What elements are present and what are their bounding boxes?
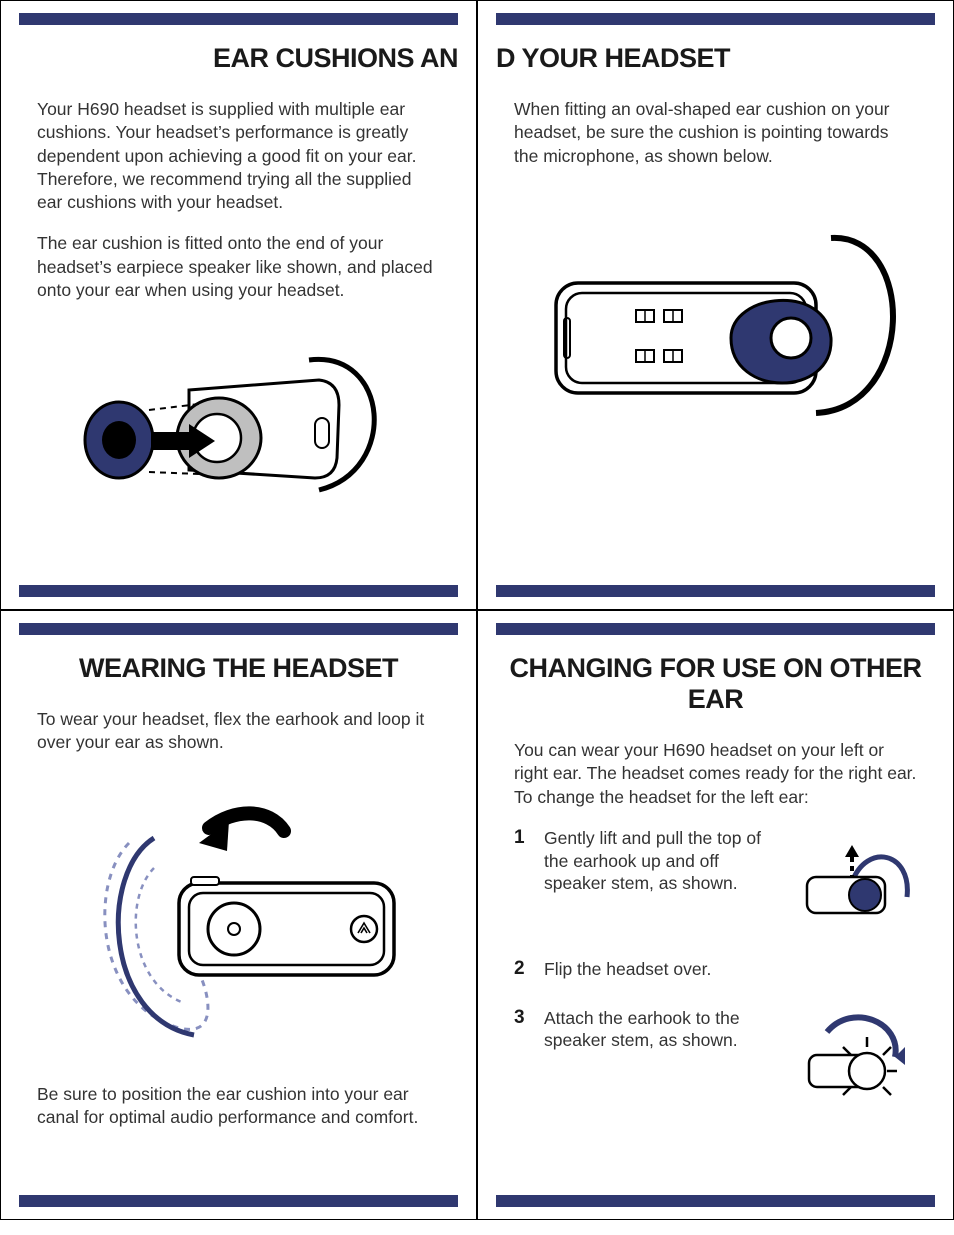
panel-title: CHANGING FOR USE ON OTHER EAR [496,653,935,715]
bottom-bar [19,585,458,597]
step-text: Flip the headset over. [544,958,785,981]
bottom-bar [496,1195,935,1207]
top-bar [496,13,935,25]
body-paragraph-1: Your H690 headset is supplied with multi… [37,98,440,214]
step-2: 2 Flip the headset over. [514,958,917,981]
step-illustration-3 [797,1007,917,1112]
panel-ear-cushions-right: D YOUR HEADSET When fitting an oval-shap… [477,0,954,610]
body-paragraph-1: When fitting an oval-shaped ear cushion … [514,98,917,168]
panel-changing-ear: CHANGING FOR USE ON OTHER EAR You can we… [477,610,954,1220]
bottom-bar [496,585,935,597]
manual-grid: EAR CUSHIONS AN Your H690 headset is sup… [0,0,954,1220]
body-paragraph-1: You can wear your H690 headset on your l… [514,739,917,809]
step-number: 2 [514,958,532,980]
panel-ear-cushions-left: EAR CUSHIONS AN Your H690 headset is sup… [0,0,477,610]
step-text: Attach the earhook to the speaker stem, … [544,1007,785,1053]
top-bar [19,13,458,25]
bottom-bar [19,1195,458,1207]
top-bar [496,623,935,635]
panel-title: EAR CUSHIONS AN [19,43,458,74]
panel-wearing: WEARING THE HEADSET To wear your headset… [0,610,477,1220]
panel-title: WEARING THE HEADSET [19,653,458,684]
body-paragraph-2: Be sure to position the ear cushion into… [37,1083,440,1130]
step-1: 1 Gently lift and pull the top of the ea… [514,827,917,932]
step-illustration-1 [797,827,917,932]
illustration-oval-cushion [516,198,916,448]
step-3: 3 Attach the earhook to the speaker stem… [514,1007,917,1112]
illustration-wearing [59,773,419,1053]
step-text: Gently lift and pull the top of the earh… [544,827,785,895]
steps-list: 1 Gently lift and pull the top of the ea… [514,827,917,1112]
step-number: 3 [514,1007,532,1029]
panel-title: D YOUR HEADSET [496,43,935,74]
illustration-cushion-insert [59,320,419,510]
body-paragraph-1: To wear your headset, flex the earhook a… [37,708,440,755]
body-paragraph-2: The ear cushion is fitted onto the end o… [37,232,440,302]
step-number: 1 [514,827,532,849]
top-bar [19,623,458,635]
